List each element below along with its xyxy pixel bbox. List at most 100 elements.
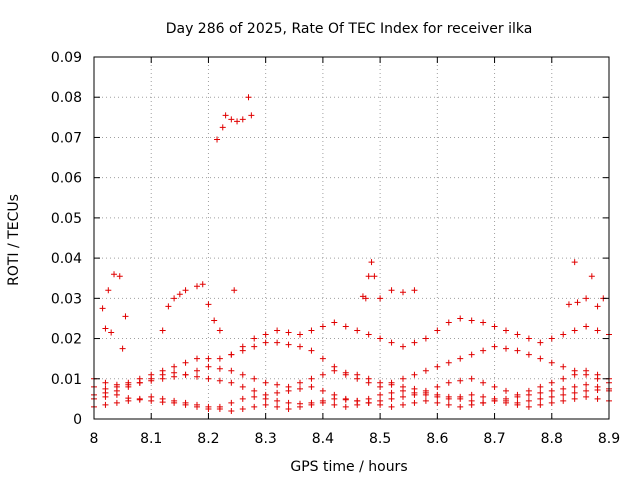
x-tick-label: 8.7 [483, 431, 505, 447]
data-point-sat-3 [342, 403, 349, 410]
data-point-sat-4 [468, 351, 475, 358]
data-point-sat-3 [251, 403, 258, 410]
data-point-sat-3 [514, 401, 521, 408]
data-point-sat-3 [228, 407, 235, 414]
x-tick-label: 8.4 [312, 431, 334, 447]
data-point-sat-2 [239, 383, 246, 390]
data-point-sat-5 [594, 327, 601, 334]
data-point-outliers [594, 303, 601, 310]
data-point-sat-6 [411, 385, 418, 392]
data-point-sat-2 [560, 385, 567, 392]
data-point-sat-2 [319, 387, 326, 394]
data-point-sat-3 [331, 401, 338, 408]
data-point-sat-6 [308, 375, 315, 382]
data-point-outliers [99, 305, 106, 312]
data-point-sat-6 [468, 375, 475, 382]
data-point-sat-1 [285, 399, 292, 406]
data-point-sat-3 [468, 401, 475, 408]
data-point-sat-5 [388, 339, 395, 346]
data-point-outliers [165, 303, 172, 310]
data-point-sat-3 [445, 401, 452, 408]
data-point-outliers [231, 287, 238, 294]
data-point-sat-6 [400, 383, 406, 390]
data-point-sat-3 [262, 401, 269, 408]
data-point-sat-3 [285, 405, 292, 412]
data-point-sat-3 [480, 399, 487, 406]
data-point-sat-6 [571, 371, 578, 378]
data-point-sat-2 [583, 381, 590, 388]
plot-frame [93, 56, 610, 420]
data-point-sat-2 [331, 391, 338, 398]
data-point-sat-1 [274, 397, 281, 404]
data-point-outliers [222, 112, 229, 119]
data-point-sat-6 [583, 367, 590, 374]
data-point-sat-1 [548, 393, 555, 400]
data-point-outliers [108, 329, 115, 336]
data-point-sat-3 [113, 399, 120, 406]
data-point-outliers [583, 295, 590, 302]
data-point-sat-1 [468, 391, 475, 398]
x-tick-label: 8 [90, 431, 99, 447]
data-point-sat-6 [319, 371, 326, 378]
data-point-sat-5 [319, 323, 326, 330]
data-point-sat-6 [422, 387, 429, 394]
data-point-sat-1 [583, 387, 590, 394]
x-tick-label: 8.2 [197, 431, 219, 447]
data-point-sat-3 [171, 397, 178, 404]
y-tick-label: 0.07 [51, 130, 82, 146]
data-point-outliers [116, 273, 123, 280]
data-point-outliers [362, 295, 369, 302]
data-point-outliers [159, 327, 166, 334]
data-point-sat-3 [308, 401, 315, 408]
data-point-sat-4 [205, 355, 212, 362]
data-point-sat-2 [400, 393, 406, 400]
data-point-sat-5 [297, 331, 303, 338]
data-point-sat-3 [503, 399, 509, 406]
data-point-sat-6 [251, 375, 258, 382]
data-point-sat-5 [422, 335, 429, 342]
data-point-sat-4 [411, 371, 418, 378]
data-point-outliers [588, 273, 595, 280]
data-point-sat-2 [216, 377, 223, 384]
data-point-sat-3 [148, 393, 155, 400]
y-tick-label: 0.06 [51, 171, 82, 187]
data-point-sat-3 [354, 401, 361, 408]
data-point-sat-5 [525, 335, 532, 342]
data-point-sat-1 [480, 393, 487, 400]
data-point-sat-4 [182, 359, 189, 366]
data-point-sat-6 [297, 379, 303, 386]
data-point-sat-6 [228, 367, 235, 374]
data-point-sat-3 [583, 393, 590, 400]
data-point-sat-4 [445, 359, 452, 366]
data-point-sat-6 [182, 371, 189, 378]
data-point-sat-1 [571, 389, 578, 396]
data-point-sat-3 [434, 399, 441, 406]
data-point-sat-6 [125, 381, 132, 388]
data-point-outliers [122, 313, 129, 320]
data-point-outliers [371, 273, 378, 280]
data-point-sat-3 [216, 405, 223, 412]
data-point-sat-4 [537, 355, 544, 362]
data-point-sat-6 [159, 375, 166, 382]
data-point-sat-6 [445, 379, 452, 386]
data-point-sat-5 [560, 331, 567, 338]
data-point-sat-6 [274, 381, 281, 388]
data-point-sat-6 [262, 379, 269, 386]
data-point-sat-4 [525, 351, 532, 358]
data-point-outliers [388, 287, 395, 294]
y-tick-label: 0.02 [51, 332, 82, 348]
data-point-sat-5 [503, 327, 509, 334]
data-point-sat-4 [102, 389, 109, 396]
data-point-sat-4 [194, 355, 200, 362]
data-point-outliers [105, 287, 112, 294]
data-point-sat-5 [262, 331, 269, 338]
data-point-sat-5 [308, 327, 315, 334]
data-point-sat-3 [457, 403, 464, 410]
data-point-sat-3 [388, 403, 395, 410]
data-point-sat-4 [457, 355, 464, 362]
y-axis-label: ROTI / TECUs [6, 194, 22, 286]
data-point-sat-2 [274, 389, 281, 396]
data-point-sat-2 [205, 375, 212, 382]
data-point-sat-4 [548, 359, 555, 366]
